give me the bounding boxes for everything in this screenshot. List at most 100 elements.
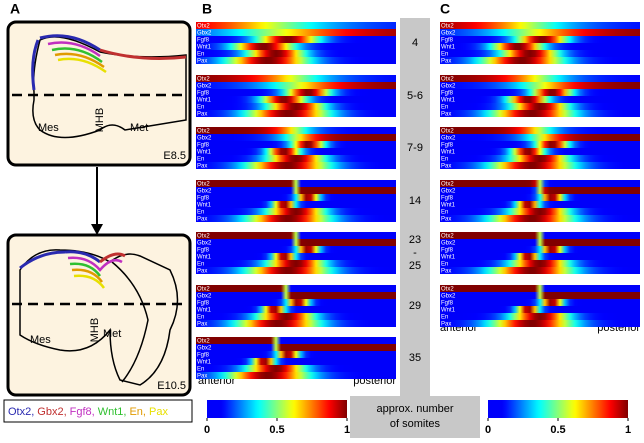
- row-label: Pax: [441, 112, 451, 118]
- heatmap-row: [440, 246, 640, 253]
- row-label: Wnt1: [197, 203, 212, 209]
- row-label: Wnt1: [441, 98, 456, 104]
- heatmap-row: [440, 148, 640, 155]
- heatmap-row: [440, 82, 640, 89]
- row-label: Pax: [441, 322, 451, 328]
- heatmap-row: [440, 313, 640, 320]
- heatmap-row: [440, 57, 640, 64]
- row-label: Otx2: [441, 182, 454, 188]
- heatmap-row: [196, 253, 396, 260]
- heatmap-row: [440, 285, 640, 292]
- row-label: Fgf8: [441, 143, 454, 149]
- heatmap-row: [440, 260, 640, 267]
- row-label: Gbx2: [197, 189, 212, 195]
- legend-entry: Fgf8,: [70, 406, 95, 418]
- row-label: Fgf8: [441, 301, 454, 307]
- heatmap-row: [196, 201, 396, 208]
- heatmap-row: [196, 320, 396, 327]
- row-label: Otx2: [197, 287, 210, 293]
- heatmap-row: [440, 22, 640, 29]
- heatmap-row: [440, 110, 640, 117]
- somite-label: -: [413, 247, 417, 259]
- heatmap-row: [196, 285, 396, 292]
- heatmap-row: [440, 96, 640, 103]
- region-label: Mes: [38, 122, 59, 134]
- somite-label: 14: [409, 195, 421, 207]
- heatmap-row: [440, 267, 640, 274]
- heatmap-row: [440, 180, 640, 187]
- somite-column: [400, 18, 430, 398]
- row-label: En: [197, 105, 204, 111]
- colorbar-tick-label: 0: [204, 424, 210, 436]
- row-label: Fgf8: [197, 38, 210, 44]
- row-label: Otx2: [197, 24, 210, 30]
- row-label: Otx2: [197, 234, 210, 240]
- row-label: Pax: [441, 217, 451, 223]
- heatmap-row: [196, 134, 396, 141]
- heatmap-row: [196, 36, 396, 43]
- row-label: Otx2: [441, 77, 454, 83]
- row-label: Otx2: [197, 129, 210, 135]
- row-label: En: [197, 315, 204, 321]
- heatmap-row: [196, 162, 396, 169]
- row-label: Wnt1: [441, 150, 456, 156]
- heatmap-row: [196, 292, 396, 299]
- row-label: Pax: [441, 59, 451, 65]
- heatmap-row: [196, 260, 396, 267]
- row-label: Wnt1: [441, 308, 456, 314]
- row-label: Pax: [197, 322, 207, 328]
- heatmap-row: [196, 22, 396, 29]
- row-label: Wnt1: [197, 360, 212, 366]
- row-label: Gbx2: [441, 241, 456, 247]
- heatmap-row: [196, 110, 396, 117]
- heatmap-row: [440, 299, 640, 306]
- heatmap-row: [440, 36, 640, 43]
- heatmap-row: [440, 50, 640, 57]
- legend-entry: Wnt1,: [98, 406, 127, 418]
- somite-caption: of somites: [390, 418, 441, 430]
- stage-label: E10.5: [157, 380, 186, 392]
- brain-outline: [32, 36, 187, 139]
- row-label: Wnt1: [197, 150, 212, 156]
- region-label: Met: [130, 122, 148, 134]
- row-label: En: [441, 157, 448, 163]
- row-label: Fgf8: [197, 196, 210, 202]
- heatmap-row: [196, 148, 396, 155]
- heatmap-row: [196, 57, 396, 64]
- colorbar: [488, 400, 628, 418]
- heatmap-row: [440, 89, 640, 96]
- heatmap-row: [440, 29, 640, 36]
- heatmap-row: [196, 187, 396, 194]
- heatmap-row: [196, 96, 396, 103]
- heatmap-row: [440, 215, 640, 222]
- somite-caption: approx. number: [376, 403, 453, 415]
- heatmap-row: [196, 29, 396, 36]
- row-label: Pax: [197, 112, 207, 118]
- colorbar-tick-label: 1: [344, 424, 350, 436]
- heatmap-row: [196, 82, 396, 89]
- row-label: Wnt1: [197, 308, 212, 314]
- heatmap-row: [440, 43, 640, 50]
- heatmap-row: [196, 351, 396, 358]
- heatmap-row: [196, 141, 396, 148]
- legend-entry: Otx2,: [8, 406, 34, 418]
- heatmap-row: [196, 372, 396, 379]
- heatmap-row: [440, 201, 640, 208]
- heatmap-row: [440, 141, 640, 148]
- heatmap-row: [440, 253, 640, 260]
- row-label: Gbx2: [197, 136, 212, 142]
- heatmap-row: [196, 337, 396, 344]
- row-label: En: [441, 105, 448, 111]
- legend-entry: Pax: [149, 406, 168, 418]
- heatmap-row: [196, 103, 396, 110]
- legend-entry: En,: [129, 406, 146, 418]
- row-label: Wnt1: [197, 45, 212, 51]
- heatmap-row: [196, 239, 396, 246]
- heatmap-row: [196, 127, 396, 134]
- panel-letter: A: [10, 1, 20, 17]
- heatmap-row: [440, 320, 640, 327]
- somite-label: 23: [409, 234, 421, 246]
- row-label: Fgf8: [441, 196, 454, 202]
- row-label: Gbx2: [441, 189, 456, 195]
